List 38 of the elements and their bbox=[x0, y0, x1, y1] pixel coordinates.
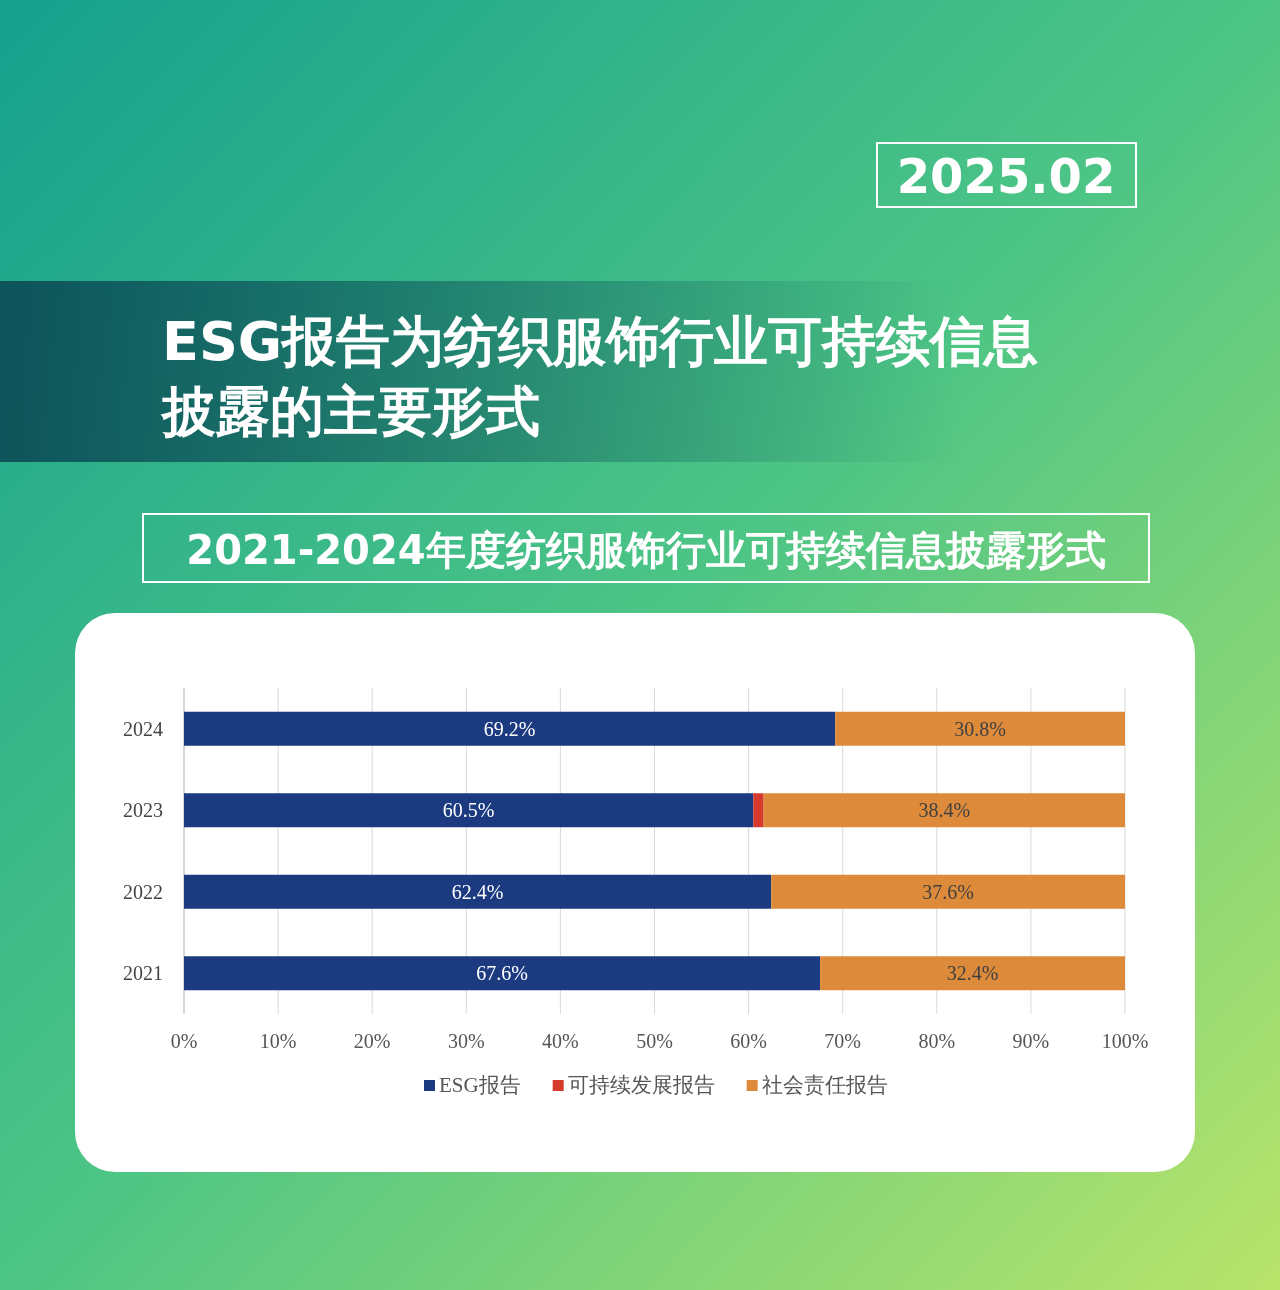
x-tick-label: 20% bbox=[353, 1030, 391, 1052]
data-label: 69.2% bbox=[483, 717, 536, 740]
data-label: 62.4% bbox=[451, 880, 504, 903]
chart-subtitle: 2021-2024年度纺织服饰行业可持续信息披露形式 bbox=[186, 527, 1106, 573]
chart-title: ESG报告为纺织服饰行业可持续信息披露的主要形式 bbox=[160, 310, 1039, 443]
y-tick-label: 2022 bbox=[123, 880, 163, 903]
x-tick-label: 40% bbox=[542, 1030, 579, 1052]
bar bbox=[184, 874, 772, 909]
x-tick-label: 0% bbox=[170, 1030, 198, 1052]
x-tick-label: 80% bbox=[918, 1030, 956, 1052]
bar bbox=[820, 956, 1125, 991]
data-label: 67.6% bbox=[476, 962, 528, 985]
bar bbox=[763, 793, 1125, 828]
data-label: 30.8% bbox=[954, 717, 1006, 740]
y-tick-label: 2021 bbox=[123, 962, 163, 985]
text: 2025.02 bbox=[896, 148, 1116, 204]
x-tick-label: 30% bbox=[447, 1030, 485, 1052]
data-label: 38.4% bbox=[918, 799, 971, 822]
data-label: 37.6% bbox=[922, 880, 974, 903]
bar bbox=[771, 874, 1125, 909]
legend-label: 社会责任报告 bbox=[761, 1073, 888, 1097]
x-tick-label: 10% bbox=[259, 1030, 297, 1052]
x-tick-label: 100% bbox=[1101, 1030, 1149, 1052]
bar bbox=[184, 793, 754, 828]
y-tick-label: 2023 bbox=[123, 799, 163, 822]
bar bbox=[184, 956, 821, 991]
legend-label: 可持续发展报告 bbox=[567, 1073, 715, 1097]
bar bbox=[184, 711, 836, 746]
bar bbox=[753, 793, 764, 828]
y-tick-label: 2024 bbox=[123, 717, 163, 740]
x-tick-label: 70% bbox=[824, 1030, 862, 1052]
x-tick-label: 50% bbox=[636, 1030, 673, 1052]
bar bbox=[835, 711, 1125, 746]
data-label: 60.5% bbox=[442, 799, 495, 822]
x-tick-label: 90% bbox=[1012, 1030, 1050, 1052]
data-label: 32.4% bbox=[946, 962, 999, 985]
legend-label: ESG报告 bbox=[439, 1073, 521, 1097]
x-tick-label: 60% bbox=[730, 1030, 767, 1052]
